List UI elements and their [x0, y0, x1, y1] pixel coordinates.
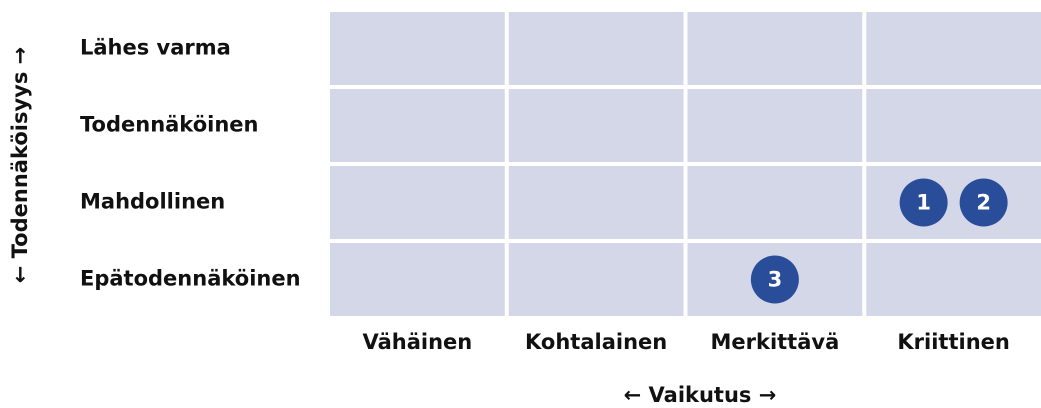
- cell: [866, 166, 1041, 239]
- marker-label: 2: [976, 191, 991, 215]
- cell: [508, 89, 684, 162]
- x-axis-label: ← Vaikutus →: [624, 383, 777, 407]
- column-label: Vähäinen: [363, 330, 473, 354]
- row-label: Todennäköinen: [80, 113, 258, 137]
- cell: [330, 243, 505, 316]
- risk-marker: [959, 178, 1008, 227]
- cell: [330, 12, 505, 85]
- cell: [866, 243, 1041, 316]
- row-label: Mahdollinen: [80, 190, 225, 214]
- row-label: Epätodennäköinen: [80, 267, 301, 291]
- column-label: Kohtalainen: [525, 330, 667, 354]
- cell: [687, 89, 863, 162]
- cell: [508, 166, 684, 239]
- cell: [508, 243, 684, 316]
- row-label: Lähes varma: [80, 36, 231, 60]
- column-label: Kriittinen: [897, 330, 1009, 354]
- cell: [866, 12, 1041, 85]
- risk-marker: [899, 178, 948, 227]
- cell: [330, 166, 505, 239]
- y-axis-label: ← Todennäköisyys →: [8, 47, 32, 284]
- cell: [330, 89, 505, 162]
- cell: [866, 89, 1041, 162]
- marker-label: 3: [768, 268, 783, 292]
- column-label: Merkittävä: [710, 330, 839, 354]
- marker-label: 1: [916, 191, 931, 215]
- cell: [508, 12, 684, 85]
- cell: [687, 12, 863, 85]
- cell: [687, 166, 863, 239]
- risk-marker: [750, 255, 799, 304]
